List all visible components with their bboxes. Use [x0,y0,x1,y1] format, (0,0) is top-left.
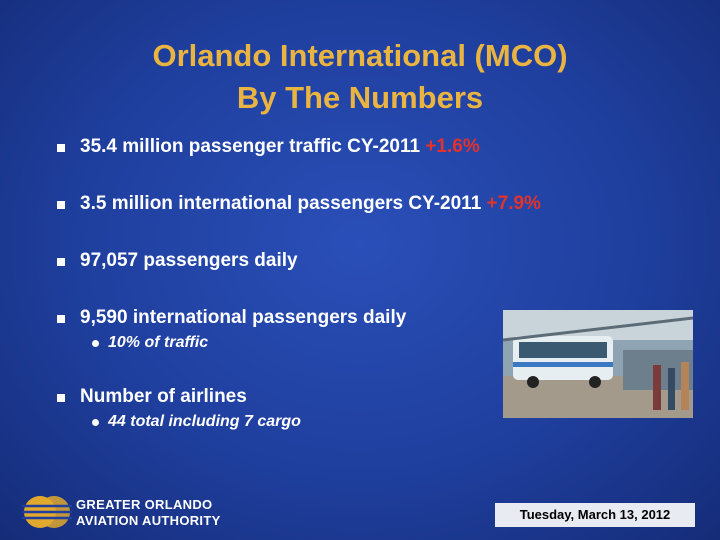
bullet-text: 35.4 million passenger traffic CY-2011 [80,136,421,157]
bullet-change: +7.9% [486,193,541,214]
sub-bullet: 44 total including 7 cargo [108,413,301,430]
bullet: 9,590 international passengers daily [80,307,406,329]
sub-bullet-marker [92,419,99,426]
bullet: 97,057 passengers daily [80,250,298,272]
title-line: Orlando International (MCO) [152,38,568,73]
bullet: 35.4 million passenger traffic CY-2011 +… [80,136,480,158]
bullet-change: +1.6% [425,136,480,157]
bullet-marker [57,201,65,209]
sub-bullet: 10% of traffic [108,334,209,351]
bullet-text: Number of airlines [80,386,247,407]
bullet: 3.5 million international passengers CY-… [80,193,541,215]
sub-bullet-marker [92,340,99,347]
photo [503,310,693,418]
bullet: Number of airlines [80,386,247,408]
bullet-marker [57,394,65,402]
date: Tuesday, March 13, 2012 [495,503,695,527]
logo-text: GREATER ORLANDO [76,497,213,512]
logo-mark [22,496,72,528]
logo-text: AVIATION AUTHORITY [76,513,221,528]
bullet-text: 3.5 million international passengers CY-… [80,193,482,214]
bullet-text: 9,590 international passengers daily [80,307,407,328]
bullet-marker [57,315,65,323]
bullet-marker [57,144,65,152]
bullet-marker [57,258,65,266]
bullet-text: 97,057 passengers daily [80,250,298,271]
title-line: By The Numbers [236,80,484,115]
